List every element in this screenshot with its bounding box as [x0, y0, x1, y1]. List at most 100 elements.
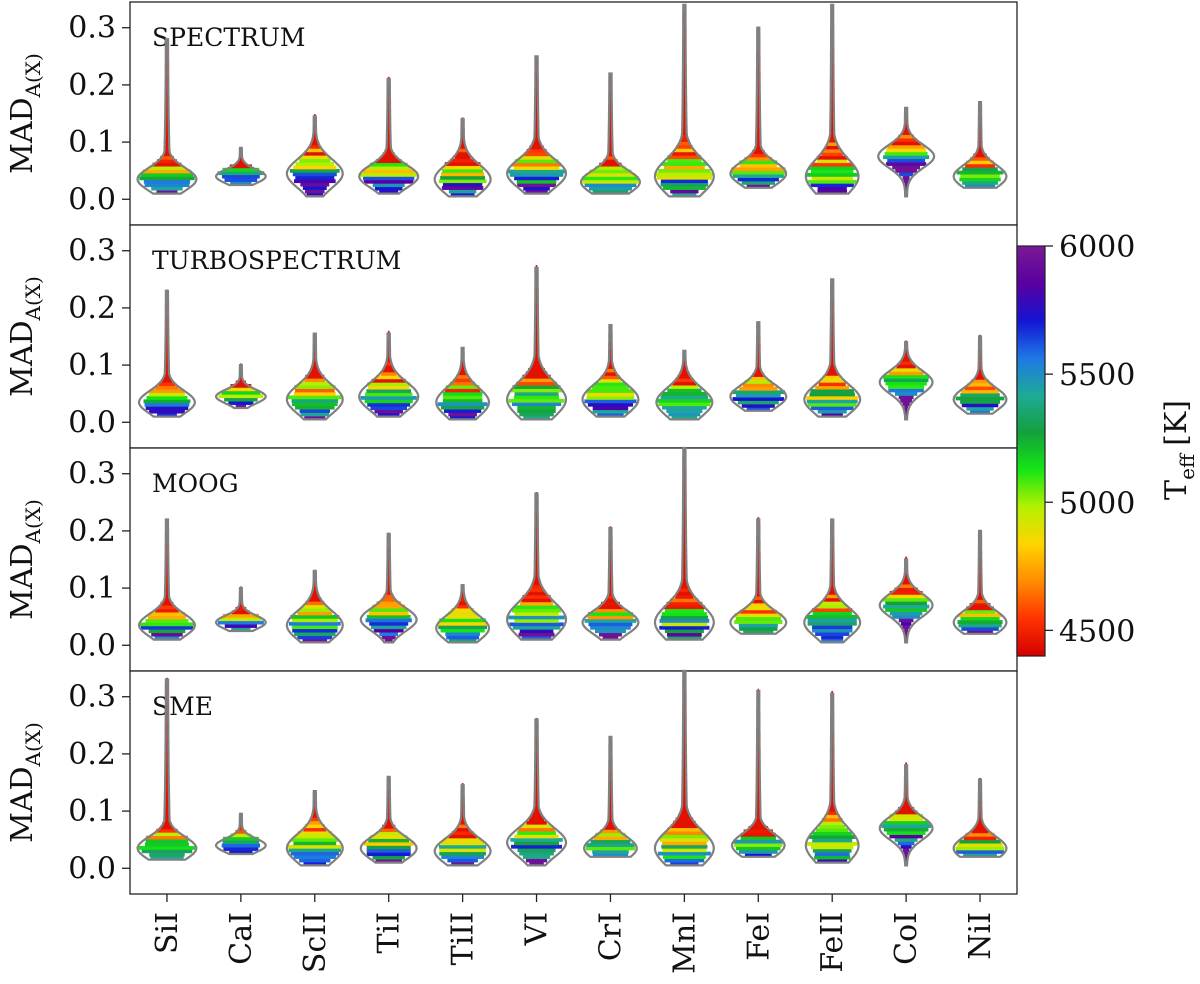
violin-band: [387, 138, 391, 143]
violin-band: [757, 561, 760, 566]
violin-CaI: [214, 363, 267, 410]
violin-band: [163, 375, 171, 380]
violin-band: [146, 395, 188, 400]
violin-band: [221, 843, 261, 848]
violin-band: [165, 760, 169, 765]
violin-band: [165, 63, 169, 68]
colorbar-label-main: T: [1159, 480, 1194, 500]
violin-outline: [285, 790, 344, 867]
violin-band: [682, 103, 687, 108]
violin-band: [294, 834, 336, 839]
violin-band: [817, 859, 848, 863]
violin-band: [387, 790, 390, 795]
violin-band: [903, 577, 909, 582]
violin-band: [683, 93, 686, 98]
violin-band: [682, 90, 686, 94]
violin-TiII: [433, 117, 492, 198]
violin-band: [387, 128, 391, 133]
violin-band: [904, 350, 908, 355]
violin-band: [535, 121, 539, 126]
violin-band: [831, 728, 834, 733]
violin-band: [901, 803, 911, 808]
violin-band: [609, 795, 612, 799]
violin-band: [667, 388, 702, 393]
violin-band: [830, 124, 834, 129]
violin-band: [831, 66, 834, 71]
violin-band: [889, 611, 923, 616]
violin-band: [609, 791, 612, 796]
violin-band: [308, 597, 322, 602]
violin-band: [682, 772, 687, 777]
violin-SiI: [136, 38, 198, 195]
violin-band: [608, 145, 613, 150]
violin-band: [663, 605, 706, 610]
violin-band: [979, 798, 982, 803]
violin-band: [739, 163, 778, 168]
violin-band: [535, 330, 539, 335]
violin-band: [757, 71, 760, 76]
violin-band: [683, 485, 686, 489]
violin-band: [812, 608, 853, 612]
violin-band: [224, 397, 258, 402]
violin-band: [683, 72, 686, 77]
violin-band: [459, 367, 466, 372]
violin-band: [156, 828, 178, 833]
violin-band: [385, 590, 392, 595]
violin-CrI: [582, 735, 638, 858]
violin-band: [387, 341, 390, 345]
violin-band: [522, 855, 551, 859]
violin-band: [313, 354, 316, 359]
violin-band: [830, 580, 834, 585]
violin-band: [607, 152, 614, 157]
violin-outline: [804, 3, 860, 195]
violin-band: [965, 163, 995, 168]
violin-band: [738, 849, 778, 854]
y-axis-label: MADA(X): [5, 53, 45, 174]
violin-band: [756, 132, 761, 137]
violin-band: [526, 820, 547, 825]
violin-band: [535, 516, 538, 520]
violin-band: [535, 748, 538, 753]
violin-band: [535, 796, 539, 801]
violin-band: [456, 827, 470, 832]
violin-band: [366, 852, 411, 857]
violin-band: [757, 771, 760, 775]
violin-band: [683, 529, 686, 534]
ytick-label: 0.2: [68, 291, 116, 326]
violin-CaI: [214, 812, 267, 856]
violin-band: [830, 94, 834, 98]
violin-TiII: [435, 346, 491, 421]
violin-band: [731, 390, 786, 395]
violin-band: [535, 295, 538, 300]
violin-band: [683, 700, 686, 705]
violin-band: [738, 623, 778, 628]
violin-band: [886, 148, 927, 153]
violin-band: [683, 721, 686, 726]
violin-band: [756, 105, 760, 110]
violin-band: [682, 536, 686, 541]
violin-band: [528, 817, 545, 822]
violin-band: [609, 107, 612, 112]
violin-band: [682, 789, 686, 794]
violin-band: [535, 326, 539, 331]
violin-band: [513, 166, 560, 170]
violin-band: [683, 704, 686, 708]
violin-band: [683, 62, 686, 67]
violin-band: [682, 110, 686, 115]
violin-band: [363, 841, 414, 846]
violin-band: [145, 835, 189, 840]
violin-band: [165, 341, 169, 345]
violin-TiI: [358, 76, 420, 195]
violin-band: [535, 94, 538, 98]
violin-band: [675, 378, 694, 383]
violin-band: [230, 383, 252, 388]
violin-band: [664, 629, 704, 634]
violin-band: [383, 594, 394, 599]
violin-band: [165, 97, 169, 102]
violin-band: [387, 354, 390, 359]
violin-band: [831, 90, 834, 95]
violin-band: [830, 776, 834, 781]
violin-band: [609, 131, 612, 136]
